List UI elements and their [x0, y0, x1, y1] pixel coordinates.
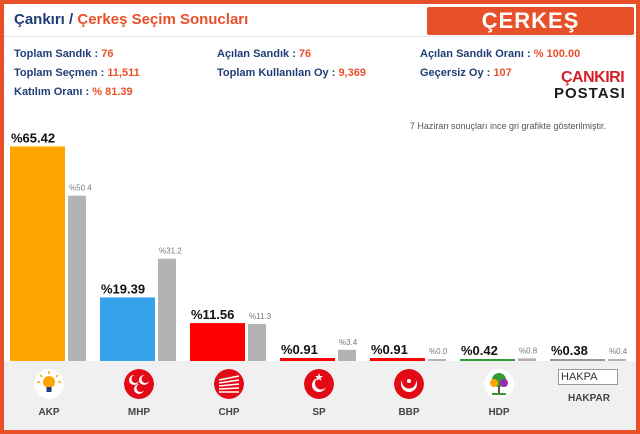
bar-current-akp[interactable] — [10, 146, 65, 361]
hdp-tree-icon — [484, 369, 514, 399]
party-name: MHP — [127, 407, 151, 418]
stat-value: 76 — [298, 48, 312, 60]
akp-bulb-icon — [34, 369, 64, 399]
label-previous-akp: %50.4 — [69, 184, 92, 193]
party-akp[interactable]: AKP — [4, 361, 94, 430]
stat-toplam-kullanilan-oy: Toplam Kullanılan Oy : 9,369 — [217, 67, 366, 79]
stat-label: Katılım Oranı : — [14, 86, 90, 98]
bar-previous-bbp[interactable] — [428, 359, 446, 361]
party-hdp[interactable]: HDP — [454, 361, 544, 430]
bar-previous-mhp[interactable] — [158, 258, 176, 361]
stat-value: 11,511 — [107, 67, 140, 79]
label-previous-sp: %3.4 — [339, 338, 358, 347]
label-current-akp: %65.42 — [11, 130, 55, 145]
bar-current-hdp[interactable] — [460, 359, 515, 361]
stat-label: Açılan Sandık : — [217, 48, 296, 60]
bar-current-mhp[interactable] — [100, 297, 155, 361]
stat-label: Geçersiz Oy : — [420, 67, 491, 79]
party-name: AKP — [38, 407, 60, 418]
page-title: Çerkeş Seçim Sonucları — [77, 11, 249, 28]
label-current-hdp: %0.42 — [461, 343, 498, 358]
stat-toplam-sandik: Toplam Sandık : 76 — [14, 48, 113, 60]
party-name: SP — [312, 407, 326, 418]
party-bbp[interactable]: BBP — [364, 361, 454, 430]
party-name: CHP — [218, 407, 240, 418]
stat-gecersiz-oy: Geçersiz Oy : 107 — [420, 67, 512, 79]
bar-previous-sp[interactable] — [338, 349, 356, 361]
label-previous-hdp: %0.8 — [519, 346, 538, 355]
header: Çankırı / Çerkeş Seçim Sonucları ÇERKEŞ — [4, 4, 636, 37]
label-previous-chp: %11.3 — [249, 312, 272, 321]
chp-six-arrows-icon — [214, 369, 244, 399]
party-footer: AKP MHP CHP — [4, 361, 636, 430]
logo-line1: ÇANKIRI — [561, 69, 625, 86]
stat-label: Toplam Seçmen : — [14, 67, 105, 79]
bar-previous-akp[interactable] — [68, 195, 86, 361]
stat-acilan-sandik: Açılan Sandık : 76 — [217, 48, 311, 60]
bar-current-chp[interactable] — [190, 323, 245, 361]
bar-previous-hdp[interactable] — [518, 358, 536, 361]
party-name: BBP — [398, 407, 420, 418]
stat-value: % 81.39 — [92, 86, 133, 98]
stat-value: 76 — [101, 48, 114, 60]
label-current-bbp: %0.91 — [371, 342, 408, 357]
chart-note: 7 Haziran sonuçları ince gri grafikte gö… — [409, 121, 606, 131]
results-bar-chart: %65.42 %50.4 %19.39 %31.2 %11.56 %11.3 %0.91 %3… — [10, 130, 628, 361]
bar-previous-hakpar[interactable] — [608, 359, 626, 361]
stat-label: Açılan Sandık Oranı : — [420, 48, 531, 60]
party-sp[interactable]: SP — [274, 361, 364, 430]
bar-current-hakpar[interactable] — [550, 359, 605, 361]
label-previous-bbp: %0.0 — [429, 347, 448, 356]
label-previous-hakpar: %0.4 — [609, 347, 628, 356]
stat-value: 107 — [493, 67, 512, 79]
party-name: HDP — [488, 407, 510, 418]
party-chp[interactable]: CHP — [184, 361, 274, 430]
label-previous-mhp: %31.2 — [159, 247, 182, 256]
breadcrumb: Çankırı / Çerkeş Seçim Sonucları — [14, 11, 248, 28]
bar-current-sp[interactable] — [280, 358, 335, 361]
label-current-hakpar: %0.38 — [551, 343, 588, 358]
stat-katilim-orani: Katılım Oranı : % 81.39 — [14, 86, 133, 98]
party-name: HAKPAR — [567, 393, 611, 404]
label-current-mhp: %19.39 — [101, 281, 145, 296]
mhp-crescents-icon — [124, 369, 154, 399]
logo-line2: POSTASI — [554, 85, 626, 102]
bbp-crescent-icon — [394, 369, 424, 399]
breadcrumb-separator: / — [69, 11, 74, 28]
results-panel: Çankırı / Çerkeş Seçim Sonucları ÇERKEŞ … — [4, 4, 636, 430]
breadcrumb-province[interactable]: Çankırı — [14, 11, 65, 28]
stat-label: Toplam Kullanılan Oy : — [217, 67, 336, 79]
bar-current-bbp[interactable] — [370, 358, 425, 361]
party-hakpar[interactable]: HAKPA HAKPAR — [544, 361, 634, 430]
stats-block: Toplam Sandık : 76 Açılan Sandık : 76 Aç… — [4, 42, 636, 102]
sp-crescent-star-icon — [304, 369, 334, 399]
party-mhp[interactable]: MHP — [94, 361, 184, 430]
stat-toplam-secmen: Toplam Seçmen : 11,511 — [14, 67, 140, 79]
stat-label: Toplam Sandık : — [14, 48, 99, 60]
hakpar-broken-image-icon: HAKPA — [558, 369, 618, 385]
cankiri-postasi-logo[interactable]: ÇANKIRI POSTASI — [551, 69, 631, 105]
label-current-chp: %11.56 — [191, 307, 234, 322]
stat-value: % 100.00 — [533, 48, 581, 60]
label-current-sp: %0.91 — [281, 342, 318, 357]
district-badge: ÇERKEŞ — [427, 7, 634, 35]
stat-acilan-sandik-orani: Açılan Sandık Oranı : % 100.00 — [420, 48, 580, 60]
stat-value: 9,369 — [338, 67, 366, 79]
bar-previous-chp[interactable] — [248, 323, 266, 361]
